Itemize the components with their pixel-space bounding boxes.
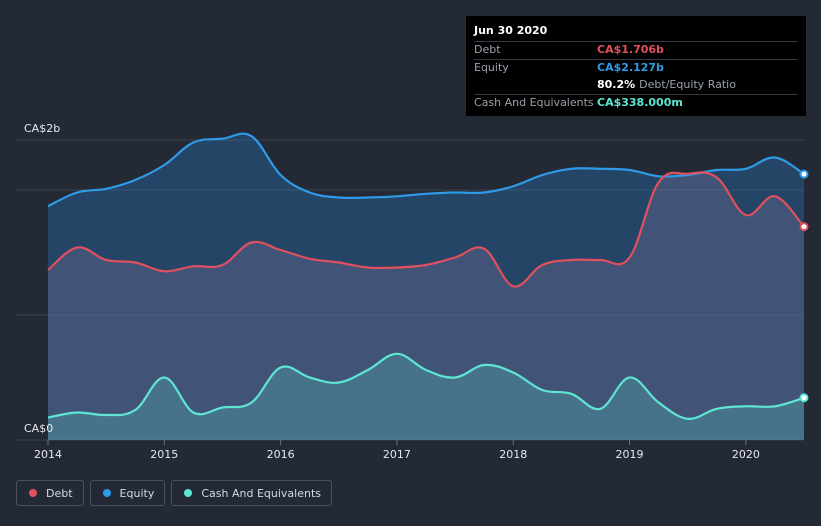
chart-lines — [47, 132, 805, 420]
y-tick-label: CA$2b — [24, 122, 60, 135]
cash-and-equivalents-area — [48, 353, 804, 440]
tooltip-equity-value: CA$2.127b — [597, 61, 664, 74]
x-tick-label: 2014 — [34, 448, 62, 461]
end-markers — [799, 169, 809, 403]
tooltip-debt-value: CA$1.706b — [597, 43, 664, 56]
x-tick-label: 2019 — [616, 448, 644, 461]
legend-label: Equity — [119, 486, 155, 500]
x-tick-label: 2016 — [267, 448, 295, 461]
x-axis: 2014 2015 2016 2017 2018 2019 2020 — [34, 440, 760, 461]
tooltip-row-ratio: 80.2% Debt/Equity Ratio — [474, 77, 798, 94]
x-tick-label: 2020 — [732, 448, 760, 461]
tooltip-cash-value: CA$338.000m — [597, 96, 683, 109]
tooltip-row-equity: Equity CA$2.127b — [474, 59, 798, 77]
legend-item-equity[interactable]: Equity — [89, 480, 166, 506]
tooltip-ratio-label: Debt/Equity Ratio — [639, 78, 736, 91]
tooltip-panel: Jun 30 2020 Debt CA$1.706b Equity CA$2.1… — [466, 16, 806, 116]
tooltip-label: Equity — [474, 61, 509, 74]
legend-label: Cash And Equivalents — [201, 486, 321, 500]
y-axis: CA$2b CA$0 — [24, 122, 60, 435]
debt-line — [47, 171, 805, 288]
equity-area — [48, 133, 804, 440]
x-tick-label: 2017 — [383, 448, 411, 461]
tooltip-label: Debt — [474, 43, 501, 56]
debt-area — [48, 172, 804, 440]
equity-dot-icon — [102, 489, 111, 497]
cash-dot-icon — [184, 489, 193, 497]
chart-gridlines — [16, 139, 804, 441]
x-tick-label: 2018 — [499, 448, 527, 461]
tooltip-date: Jun 30 2020 — [474, 24, 548, 37]
debt-end-marker — [799, 222, 809, 232]
x-tick-label: 2015 — [150, 448, 178, 461]
equity-end-marker — [799, 169, 809, 179]
chart-legend: Debt Equity Cash And Equivalents — [16, 480, 338, 506]
cash-and-equivalents-line — [47, 352, 805, 420]
y-tick-label: CA$0 — [24, 422, 53, 435]
legend-item-debt[interactable]: Debt — [16, 480, 84, 506]
tooltip-label: Cash And Equivalents — [474, 96, 594, 109]
cash-and-equivalents-end-marker — [799, 393, 809, 403]
tooltip-ratio-value: 80.2% — [597, 78, 636, 91]
legend-item-cash[interactable]: Cash And Equivalents — [171, 480, 332, 506]
tooltip-label — [474, 77, 597, 94]
chart-areas — [48, 133, 804, 440]
legend-label: Debt — [46, 486, 73, 500]
debt-dot-icon — [29, 489, 37, 497]
tooltip-row-debt: Debt CA$1.706b — [474, 41, 798, 59]
equity-line — [47, 132, 805, 208]
tooltip-row-cash: Cash And Equivalents CA$338.000m — [474, 94, 798, 112]
